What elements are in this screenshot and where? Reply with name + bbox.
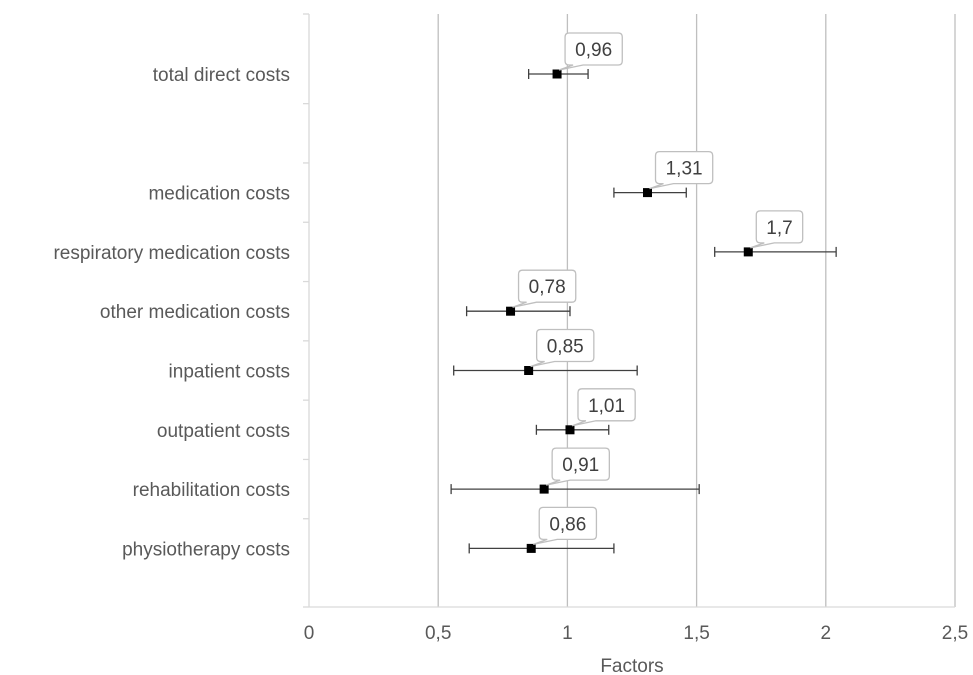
data-callout-1: 1,31 (649, 150, 714, 190)
data-callout-2: 1,7 (750, 210, 804, 249)
data-callouts: 0,96 1,31 1,7 0,78 0,85 1,01 0,91 0,86 (512, 32, 804, 546)
callout-bubble-1 (649, 150, 714, 190)
category-label-3: respiratory medication costs (53, 243, 290, 264)
callout-bubble-4 (530, 328, 595, 368)
x-tick-labels: 0 0,5 1 1,5 2 2,5 (304, 623, 969, 644)
point-marker-3 (506, 306, 516, 316)
data-callout-7: 0,86 (533, 506, 598, 546)
data-label-2: 1,7 (766, 218, 792, 239)
data-callout-4: 0,85 (530, 328, 595, 368)
category-label-4: other medication costs (100, 302, 290, 323)
point-marker-6 (539, 484, 549, 494)
callout-bubble-5 (571, 388, 636, 427)
x-tick-label-2: 1 (562, 623, 573, 644)
callout-bubble-0 (558, 32, 623, 71)
data-label-6: 0,91 (562, 455, 599, 476)
data-callout-0: 0,96 (558, 32, 623, 71)
data-label-3: 0,78 (529, 277, 566, 298)
point-marker-1 (643, 188, 653, 198)
x-tick-label-4: 2 (821, 623, 832, 644)
data-callout-6: 0,91 (545, 447, 610, 486)
data-label-4: 0,85 (547, 337, 584, 358)
category-label-7: rehabilitation costs (133, 480, 290, 501)
gridlines (437, 14, 956, 607)
point-marker-2 (743, 247, 753, 257)
point-markers (506, 69, 753, 553)
callout-bubble-3 (512, 269, 577, 308)
category-label-0: total direct costs (153, 65, 290, 86)
category-label-8: physiotherapy costs (122, 539, 290, 560)
x-tick-label-0: 0 (304, 623, 315, 644)
x-axis-title: Factors (600, 656, 663, 675)
data-label-1: 1,31 (666, 159, 703, 180)
category-label-5: inpatient costs (169, 362, 290, 383)
data-label-7: 0,86 (549, 514, 586, 535)
data-label-0: 0,96 (575, 40, 612, 61)
category-labels: total direct costs medication costs respir… (53, 65, 290, 560)
category-label-2: medication costs (148, 184, 290, 205)
data-label-5: 1,01 (588, 396, 625, 417)
callout-bubble-6 (545, 447, 610, 486)
category-label-6: outpatient costs (157, 421, 290, 442)
callout-bubble-2 (750, 210, 804, 249)
axes (303, 13, 955, 608)
x-tick-label-5: 2,5 (942, 623, 968, 644)
x-tick-label-3: 1,5 (683, 623, 709, 644)
data-callout-3: 0,78 (512, 269, 577, 308)
x-tick-label-1: 0,5 (425, 623, 451, 644)
point-marker-5 (565, 425, 575, 435)
point-marker-7 (526, 543, 536, 553)
data-callout-5: 1,01 (571, 388, 636, 427)
callout-bubble-7 (533, 506, 598, 546)
point-marker-0 (552, 69, 562, 79)
point-marker-4 (524, 366, 534, 375)
